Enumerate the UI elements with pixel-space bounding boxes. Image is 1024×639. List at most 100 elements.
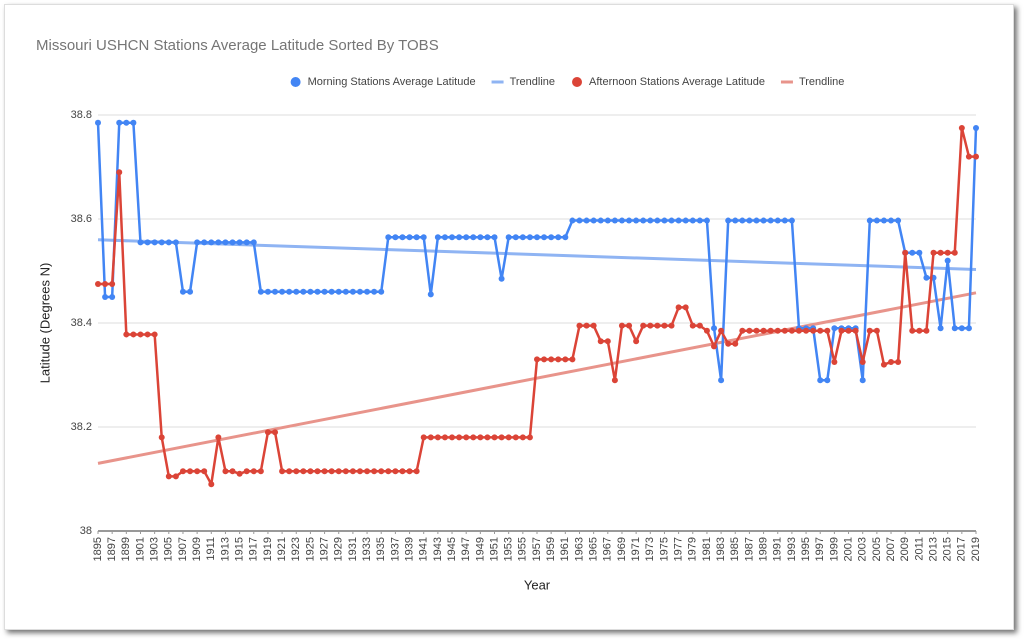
data-point: [194, 468, 201, 475]
data-point: [272, 429, 279, 436]
data-point: [335, 468, 342, 475]
data-point: [866, 217, 873, 224]
data-point: [172, 239, 179, 246]
data-point: [633, 338, 640, 345]
data-point: [831, 359, 838, 365]
data-point: [420, 234, 427, 241]
data-point: [201, 239, 208, 246]
data-point: [937, 325, 944, 332]
x-tick-label: 1959: [545, 537, 557, 561]
data-point: [640, 217, 647, 224]
data-point: [449, 234, 456, 241]
data-point: [215, 434, 222, 441]
data-point: [137, 239, 144, 246]
data-point: [682, 217, 689, 224]
data-point: [102, 294, 109, 300]
legend-swatch: [290, 77, 301, 87]
data-point: [647, 322, 654, 329]
data-point: [732, 340, 739, 347]
y-tick-label: 38.8: [71, 109, 92, 121]
data-point: [873, 217, 880, 224]
data-point: [944, 257, 951, 264]
data-point: [406, 234, 413, 241]
data-point: [831, 325, 838, 332]
data-point: [328, 468, 335, 475]
data-point: [534, 356, 540, 363]
data-point: [441, 234, 448, 241]
data-point: [519, 434, 526, 441]
data-point: [137, 331, 144, 338]
data-point: [463, 434, 470, 441]
data-point: [371, 288, 378, 295]
data-point: [229, 239, 236, 246]
data-point: [930, 249, 937, 256]
data-point: [392, 234, 399, 241]
series-line: [98, 126, 976, 486]
x-tick-label: 1951: [488, 537, 500, 561]
x-tick-label: 2001: [842, 537, 854, 561]
x-tick-label: 2011: [913, 537, 925, 561]
data-point: [427, 291, 434, 298]
data-point: [109, 281, 116, 287]
x-tick-label: 1991: [772, 537, 784, 561]
data-point: [399, 468, 406, 475]
x-tick-label: 1907: [177, 537, 189, 561]
legend: Morning Stations Average Latitude Trendli…: [290, 76, 844, 88]
data-point: [689, 322, 696, 329]
x-tick-label: 1967: [602, 537, 614, 561]
data-point: [328, 288, 335, 295]
data-point: [541, 234, 548, 241]
data-point: [817, 327, 824, 334]
x-tick-label: 1973: [644, 537, 656, 561]
x-tick-label: 1933: [361, 537, 373, 561]
y-tick-label: 38.4: [71, 317, 92, 329]
x-tick-label: 1915: [234, 537, 246, 561]
data-point: [456, 434, 463, 441]
x-tick-label: 1997: [814, 537, 826, 561]
data-point: [399, 234, 406, 241]
data-point: [859, 359, 866, 365]
data-point: [555, 234, 562, 241]
data-point: [590, 217, 597, 224]
data-point: [682, 304, 689, 311]
data-point: [781, 217, 788, 224]
trendline: [97, 291, 977, 465]
data-point: [888, 217, 895, 224]
data-point: [767, 327, 774, 334]
data-point: [356, 288, 363, 295]
x-tick-label: 1961: [559, 537, 571, 561]
data-point: [767, 217, 774, 224]
data-point: [888, 359, 895, 365]
data-point: [916, 327, 923, 334]
x-tick-label: 1993: [786, 537, 798, 561]
data-point: [364, 468, 371, 475]
data-point: [555, 356, 562, 363]
data-point: [838, 327, 845, 334]
data-point: [654, 217, 661, 224]
data-point: [321, 468, 328, 475]
data-point: [364, 288, 371, 295]
data-point: [633, 217, 640, 224]
x-tick-label: 2019: [970, 537, 982, 561]
data-point: [498, 275, 505, 282]
data-point: [385, 234, 392, 241]
data-point: [817, 377, 824, 384]
data-point: [172, 473, 179, 480]
data-point: [852, 327, 859, 334]
data-point: [795, 327, 802, 334]
data-point: [824, 327, 831, 334]
x-tick-label: 1969: [616, 537, 628, 561]
data-point: [725, 340, 732, 347]
x-tick-label: 1903: [149, 537, 161, 561]
data-point: [371, 468, 378, 475]
y-tick-label: 38: [80, 525, 92, 537]
data-point: [895, 217, 902, 224]
data-point: [661, 217, 668, 224]
data-point: [923, 274, 930, 281]
data-point: [151, 331, 158, 338]
data-point: [215, 239, 222, 246]
x-tick-label: 1899: [120, 537, 132, 561]
data-point: [973, 153, 979, 160]
x-tick-label: 1989: [757, 537, 769, 561]
data-point: [179, 288, 186, 295]
